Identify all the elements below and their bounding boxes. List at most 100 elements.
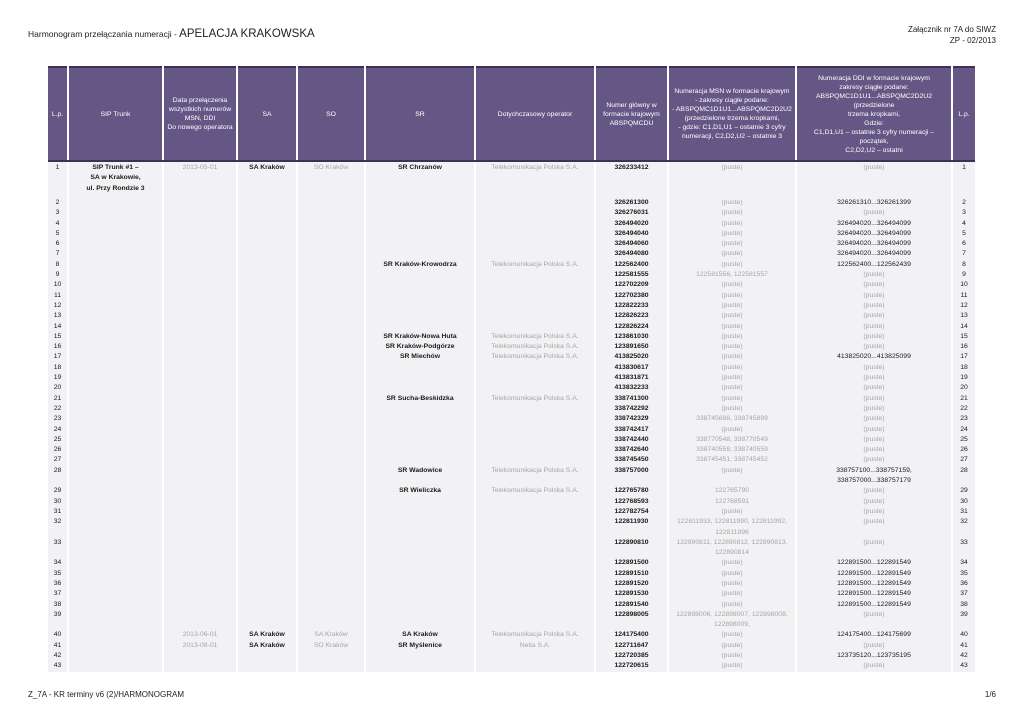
cell-lp-right: 33 [951, 537, 975, 559]
cell-lp-right: 2 [951, 198, 975, 209]
header-row: L.p. SIP Trunk Data przełączenia wszystk… [48, 66, 975, 162]
cell-ddi-numbering: 124175400...124175699 [795, 630, 953, 641]
cell-lp-right: 3 [951, 208, 975, 219]
cell-ddi-numbering: (puste) [795, 403, 953, 415]
cell-ddi-numbering: (puste) [795, 383, 953, 394]
cell-sip-trunk [67, 537, 164, 559]
cell-lp-right: 4 [951, 218, 975, 229]
cell-lp-right: 24 [951, 424, 975, 435]
table-row: 4 326494020 (puste) 326494020...32649409… [48, 218, 975, 229]
cell-current-operator [474, 383, 596, 394]
cell-sip-trunk [67, 578, 164, 590]
cell-current-operator [474, 661, 596, 672]
cell-lp: 4 [48, 218, 69, 229]
cell-sa [236, 259, 298, 271]
cell-sr: SR Wadowice [364, 465, 476, 487]
cell-sr [364, 414, 476, 425]
cell-msn-numbering: (puste) [667, 161, 797, 198]
table-row: 1 SIP Trunk #1 – SA w Krakowie, ul. Przy… [48, 161, 975, 198]
cell-so [296, 578, 366, 590]
table-row: 30 122768593 122768591 (puste) 30 [48, 496, 975, 507]
cell-lp: 23 [48, 414, 69, 425]
cell-ddi-numbering: (puste) [795, 342, 953, 353]
cell-ddi-numbering: 122891500...122891549 [795, 599, 953, 610]
page-title-prefix: Harmonogram przełączania numeracji - [28, 29, 180, 39]
cell-lp: 30 [48, 496, 69, 507]
cell-sa [236, 311, 298, 322]
cell-ddi-numbering: (puste) [795, 280, 953, 291]
cell-current-operator [474, 589, 596, 600]
cell-sa [236, 496, 298, 507]
cell-main-number: 123891650 [594, 342, 669, 353]
cell-so [296, 445, 366, 456]
cell-lp-right: 40 [951, 630, 975, 641]
cell-msn-numbering: (puste) [667, 424, 797, 435]
cell-sr [364, 249, 476, 260]
cell-msn-numbering: (puste) [667, 249, 797, 260]
cell-main-number: 326494020 [594, 218, 669, 229]
cell-switch-date [162, 342, 238, 353]
cell-sr [364, 651, 476, 662]
cell-current-operator [474, 373, 596, 384]
cell-sip-trunk [67, 383, 164, 394]
cell-lp-right: 13 [951, 311, 975, 322]
cell-switch-date [162, 558, 238, 569]
cell-sa [236, 300, 298, 312]
cell-sa [236, 198, 298, 209]
cell-switch-date [162, 280, 238, 291]
cell-msn-numbering: (puste) [667, 578, 797, 590]
table-row: 29 SR Wieliczka Telekomunikacja Polska S… [48, 486, 975, 497]
cell-so [296, 434, 366, 446]
cell-sr [364, 198, 476, 209]
table-row: 19 413831871 (puste) (puste) 19 [48, 373, 975, 384]
cell-so [296, 198, 366, 209]
cell-sr [364, 218, 476, 229]
cell-current-operator [474, 311, 596, 322]
cell-so [296, 403, 366, 415]
cell-main-number: 122811930 [594, 517, 669, 538]
cell-sip-trunk [67, 249, 164, 260]
cell-main-number: 123861030 [594, 331, 669, 343]
cell-switch-date [162, 568, 238, 579]
cell-switch-date [162, 578, 238, 590]
cell-so [296, 599, 366, 610]
cell-lp-right: 37 [951, 589, 975, 600]
table-row: 43 122720615 (puste) (puste) 43 [48, 661, 975, 672]
cell-sip-trunk [67, 362, 164, 374]
cell-main-number: 122720615 [594, 661, 669, 672]
cell-switch-date [162, 373, 238, 384]
cell-ddi-numbering: (puste) [795, 640, 953, 652]
cell-msn-numbering: (puste) [667, 393, 797, 404]
cell-msn-numbering: (puste) [667, 506, 797, 518]
cell-switch-date [162, 506, 238, 518]
cell-sa [236, 506, 298, 518]
cell-sip-trunk [67, 393, 164, 404]
cell-current-operator [474, 537, 596, 559]
table-row: 26 338742640 338740558, 338740559 (puste… [48, 445, 975, 456]
attachment-reference: Załącznik nr 7A do SIWZ ZP - 02/2013 [908, 24, 996, 46]
cell-current-operator [474, 424, 596, 435]
cell-lp: 40 [48, 630, 69, 641]
cell-ddi-numbering: 338757100...338757159, 338757000...33875… [795, 465, 953, 487]
cell-lp-right: 17 [951, 352, 975, 363]
cell-main-number: 122890810 [594, 537, 669, 559]
cell-main-number: 122562400 [594, 259, 669, 271]
cell-sip-trunk [67, 465, 164, 487]
cell-sr [364, 373, 476, 384]
cell-ddi-numbering: (puste) [795, 373, 953, 384]
cell-ddi-numbering: (puste) [795, 321, 953, 332]
cell-current-operator [474, 455, 596, 466]
cell-lp: 32 [48, 517, 69, 538]
cell-current-operator [474, 517, 596, 538]
table-row: 11 122702380 (puste) (puste) 11 [48, 290, 975, 301]
cell-so [296, 352, 366, 363]
cell-so [296, 331, 366, 343]
cell-main-number: 338745450 [594, 455, 669, 466]
cell-lp-right: 26 [951, 445, 975, 456]
cell-main-number: 338742640 [594, 445, 669, 456]
cell-main-number: 413825020 [594, 352, 669, 363]
col-header-so: SO [296, 66, 366, 162]
cell-switch-date: 2013-06-01 [162, 630, 238, 641]
cell-sr: SR Kraków-Nowa Huta [364, 331, 476, 343]
cell-ddi-numbering: (puste) [795, 424, 953, 435]
